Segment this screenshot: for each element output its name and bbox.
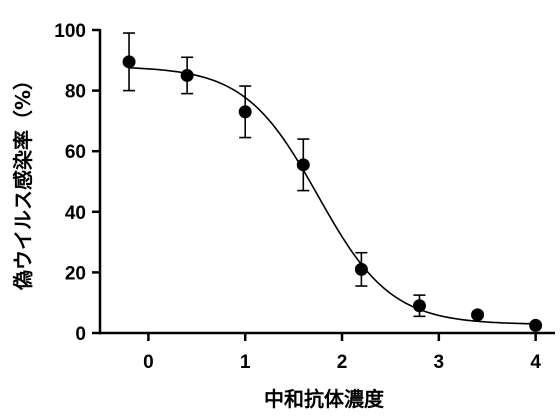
data-point bbox=[354, 262, 368, 276]
y-tick-label: 100 bbox=[54, 21, 86, 42]
y-tick-label: 60 bbox=[65, 142, 86, 163]
y-tick-label: 80 bbox=[65, 82, 86, 103]
data-point bbox=[412, 299, 426, 313]
fit-curve bbox=[129, 67, 536, 325]
data-point bbox=[471, 308, 485, 322]
x-ticks: 0 1 2 3 4 bbox=[143, 333, 541, 373]
data-point bbox=[122, 55, 136, 69]
x-tick-label: 1 bbox=[240, 352, 251, 373]
y-tick-label: 40 bbox=[65, 203, 86, 224]
axes: 0 20 40 60 80 100 0 1 2 3 4 bbox=[54, 21, 555, 373]
data-points bbox=[122, 55, 543, 332]
y-axis-title: 偽ウイルス感染率（%） bbox=[11, 70, 35, 291]
y-ticks: 0 20 40 60 80 100 bbox=[54, 21, 100, 345]
y-tick-label: 20 bbox=[65, 263, 86, 284]
data-point bbox=[296, 158, 310, 172]
y-tick-label: 0 bbox=[75, 324, 86, 345]
x-tick-label: 0 bbox=[143, 352, 154, 373]
error-bars bbox=[123, 32, 426, 318]
data-point bbox=[529, 318, 543, 332]
data-point bbox=[238, 105, 252, 119]
x-axis-title: 中和抗体濃度 bbox=[264, 387, 385, 411]
x-tick-label: 4 bbox=[530, 352, 541, 373]
x-tick-label: 3 bbox=[434, 352, 445, 373]
x-tick-label: 2 bbox=[337, 352, 348, 373]
data-point bbox=[180, 68, 194, 82]
